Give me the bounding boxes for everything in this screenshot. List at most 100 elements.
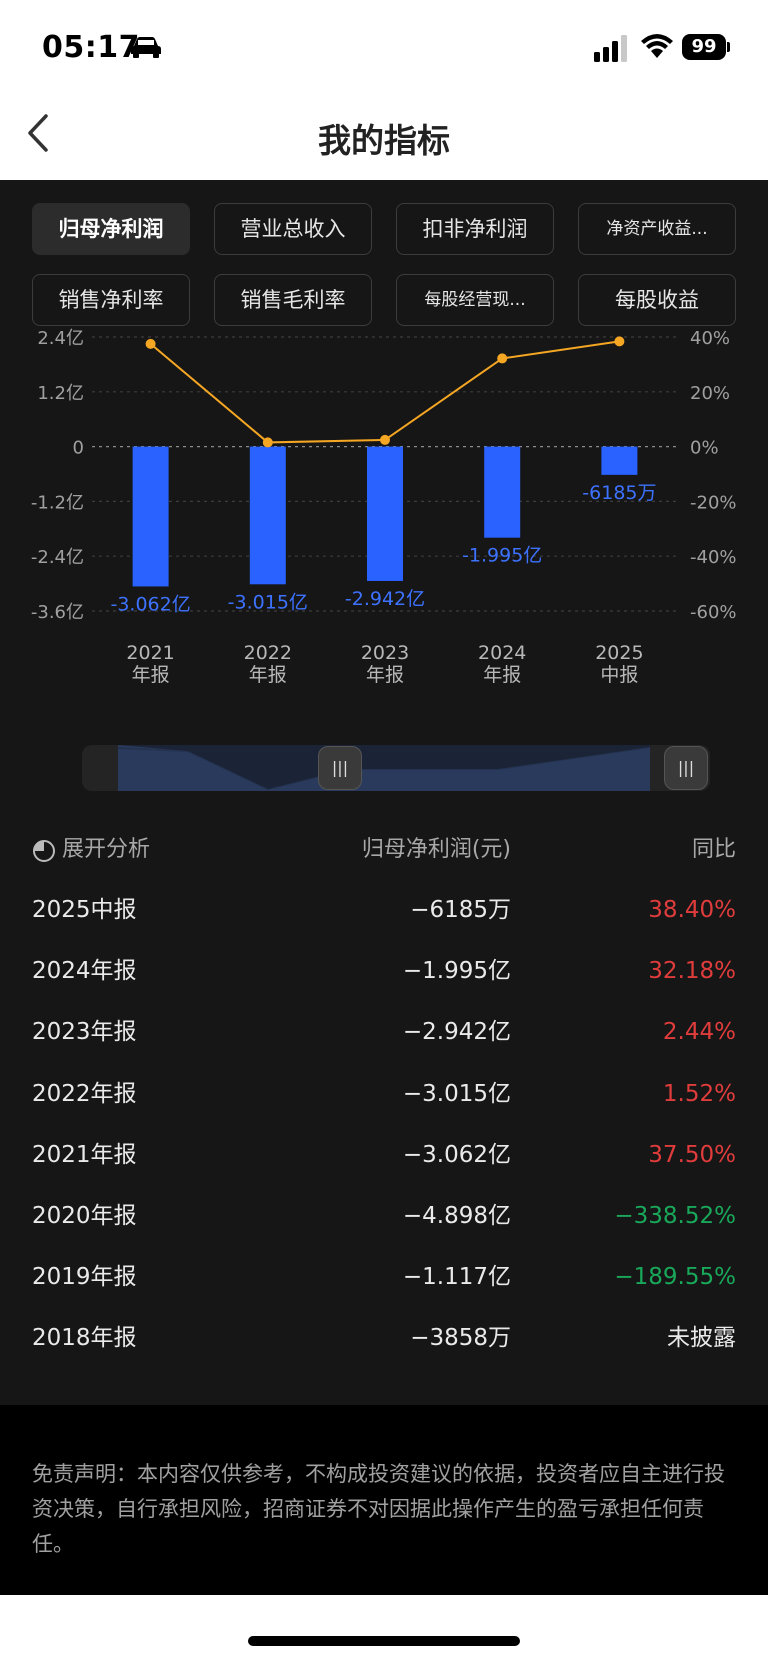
yoy-column-header: 同比 [691,837,736,862]
table-row[interactable]: 2021年报 −3.062亿 37.50% [0,1123,768,1188]
pie-chart-icon[interactable] [32,839,56,863]
expand-analysis-button[interactable]: 展开分析 [62,837,151,862]
bottom-bar [0,1595,768,1663]
tab-eps[interactable]: 每股收益 [578,274,736,326]
bar-value-label: -1.995亿 [462,545,542,567]
bar-value-label: -3.062亿 [110,593,190,615]
table-row[interactable]: 2020年报 −4.898亿 −338.52% [0,1184,768,1249]
y-right-tick-label: 40% [690,328,730,349]
x-tick-label-year: 2021 [126,642,174,664]
row-yoy: 37.50% [648,1141,736,1168]
y-left-tick-label: -2.4亿 [31,547,84,568]
status-time: 05:17 [42,30,140,65]
x-tick-label-year: 2024 [478,642,526,664]
table-row[interactable]: 2023年报 −2.942亿 2.44% [0,1000,768,1065]
row-period: 2024年报 [32,958,137,985]
row-yoy: 32.18% [648,958,736,985]
row-yoy: −189.55% [614,1264,736,1291]
yoy-point [380,434,390,445]
row-value: −3.015亿 [402,1080,511,1107]
y-right-tick-label: 20% [690,383,730,404]
y-left-tick-label: -3.6亿 [31,602,84,623]
row-period: 2025中报 [32,897,137,923]
bar-value-label: -6185万 [582,482,656,504]
y-left-tick-label: -1.2亿 [31,492,84,513]
car-icon [131,37,161,58]
tab-operating-cashflow-per-share[interactable]: 每股经营现... [396,274,554,326]
y-right-tick-label: -40% [690,547,737,568]
disclaimer-section: 免责声明：本内容仅供参考，不构成投资建议的依据，投资者应自主进行投资决策，自行承… [0,1405,768,1595]
tab-gross-margin[interactable]: 销售毛利率 [214,274,372,326]
row-value: −3858万 [410,1325,511,1352]
battery-indicator: 99 [682,34,730,60]
row-period: 2023年报 [32,1019,137,1046]
table-row[interactable]: 2018年报 −3858万 未披露 [0,1306,768,1371]
tab-total-revenue[interactable]: 营业总收入 [214,203,372,255]
profit-chart: 2.4亿 1.2亿 0 -1.2亿 -2.4亿 -3.6亿 40% 20% 0% -20% -40%… [31,328,737,686]
y-right-tick-label: -60% [690,602,737,623]
row-value: −3.062亿 [402,1141,511,1168]
wifi-icon [641,34,673,58]
zoom-preview [118,745,650,791]
tab-roe[interactable]: 净资产收益... [578,203,736,255]
row-period: 2021年报 [32,1141,137,1168]
x-tick-label-period: 年报 [249,664,287,686]
table-row[interactable]: 2024年报 −1.995亿 32.18% [0,939,768,1004]
row-value: −6185万 [410,897,511,923]
y-right-tick-label: 0% [690,438,719,459]
table-row[interactable]: 2022年报 −3.015亿 1.52% [0,1062,768,1127]
home-indicator[interactable] [248,1636,520,1646]
row-period: 2022年报 [32,1080,137,1107]
row-yoy: −338.52% [614,1203,736,1229]
x-tick-label-year: 2025 [595,642,643,664]
y-left-tick-label: 0 [73,438,84,459]
value-column-header: 归母净利润(元) [361,837,511,862]
y-left-tick-label: 1.2亿 [37,383,84,404]
x-tick-label-year: 2022 [244,642,292,664]
bar [484,446,521,538]
row-period: 2019年报 [32,1264,137,1291]
y-left-tick-label: 2.4亿 [37,328,84,349]
row-yoy: 未披露 [667,1325,736,1352]
indicator-panel: 归母净利润 营业总收入 扣非净利润 净资产收益... 销售净利率 销售毛利率 每… [0,180,768,1405]
x-tick-label-period: 年报 [483,664,521,686]
bar-value-label: -3.015亿 [228,591,308,613]
row-value: −1.995亿 [402,958,511,985]
yoy-point [262,437,273,448]
x-tick-label-period: 年报 [366,664,404,686]
y-right-tick-label: -20% [690,492,737,513]
yoy-point [145,338,156,349]
row-value: −1.117亿 [402,1264,511,1291]
row-value: −2.942亿 [402,1019,511,1046]
chart-zoom-slider[interactable]: ||| ||| [82,745,710,791]
tab-net-profit-margin[interactable]: 销售净利率 [32,274,190,326]
tab-deducted-net-profit[interactable]: 扣非净利润 [396,203,554,255]
yoy-point [614,336,625,347]
cellular-signal-icon [594,35,627,62]
row-period: 2020年报 [32,1203,137,1229]
back-arrow-icon[interactable] [22,110,52,156]
table-row[interactable]: 2019年报 −1.117亿 −189.55% [0,1245,768,1310]
bar [249,446,286,585]
x-tick-label-period: 中报 [600,664,638,686]
table-row[interactable]: 2025中报 −6185万 38.40% [0,878,768,943]
bar [601,446,638,475]
row-value: −4.898亿 [402,1203,511,1229]
nav-header: 我的指标 [0,100,768,180]
bar [367,446,403,581]
bar [132,446,169,587]
x-tick-label-year: 2023 [361,642,409,664]
row-period: 2018年报 [32,1325,137,1352]
battery-level: 99 [691,36,717,57]
slider-left-handle[interactable]: ||| [318,746,362,790]
x-tick-label-period: 年报 [132,664,170,686]
page-title: 我的指标 [318,121,450,160]
disclaimer-text: 免责声明：本内容仅供参考，不构成投资建议的依据，投资者应自主进行投资决策，自行承… [32,1462,725,1556]
status-bar: 05:17 99 [0,0,768,100]
slider-right-handle[interactable]: ||| [664,746,708,790]
row-yoy: 2.44% [662,1019,736,1046]
yoy-point [497,353,508,364]
tab-net-profit-parent[interactable]: 归母净利润 [32,203,190,255]
row-yoy: 38.40% [648,897,736,923]
row-yoy: 1.52% [662,1080,736,1107]
